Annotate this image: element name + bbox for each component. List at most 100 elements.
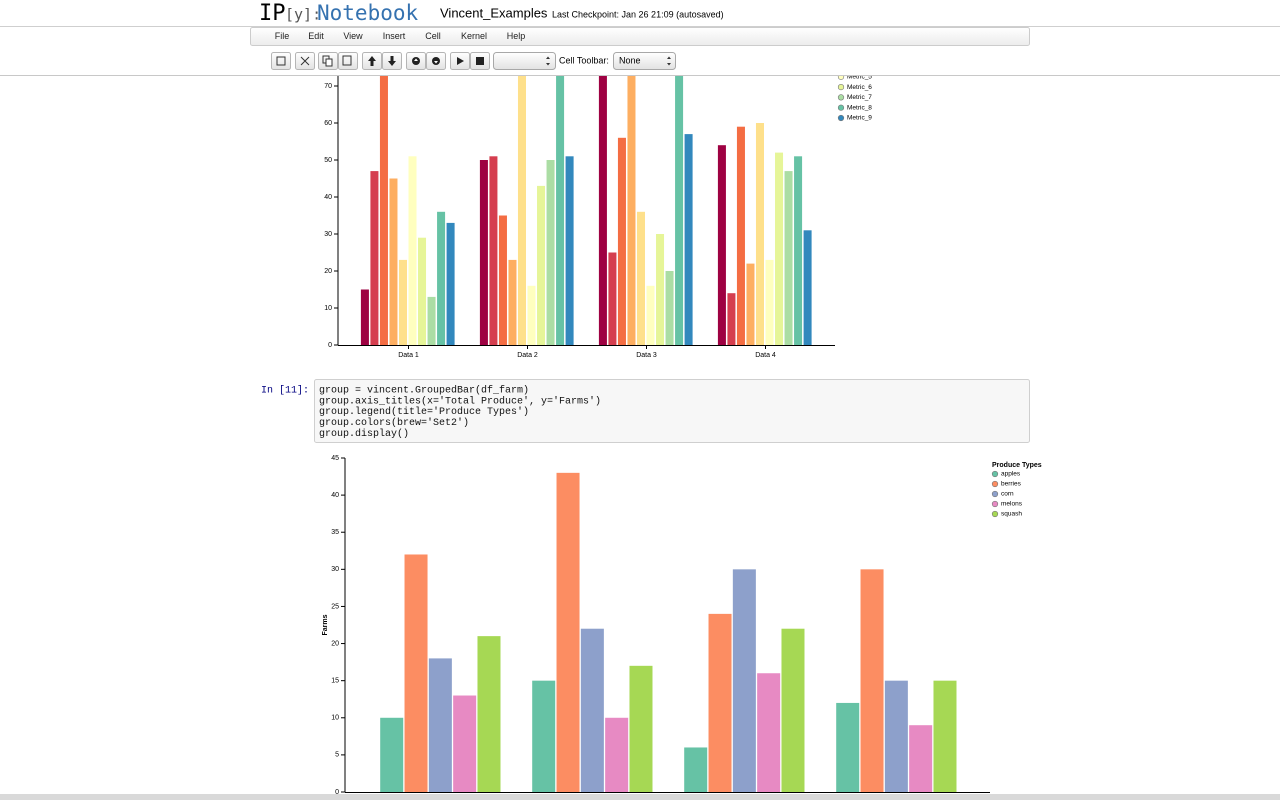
bar: [360, 289, 369, 345]
bar: [933, 680, 957, 792]
bar: [909, 725, 933, 792]
bar: [453, 695, 477, 792]
copy-icon: [325, 58, 333, 67]
code-line: group.axis_titles(x='Total Produce', y='…: [319, 395, 601, 407]
code-line: group.colors(brew='Set2'): [319, 417, 469, 429]
legend-label: Metric_5: [847, 74, 872, 81]
bar: [565, 156, 574, 345]
stop-icon: [476, 57, 484, 65]
header: IP [y]: Notebook Vincent_Examples Last C…: [0, 1, 1280, 27]
legend-label: Metric_9: [847, 115, 872, 122]
code-line: group = vincent.GroupedBar(df_farm): [319, 385, 529, 397]
chart: 0 10 20 30 40 50 60 70 Data 1 Data 2 Data 3 Data 4 M…: [324, 53, 872, 359]
bar: [477, 636, 501, 792]
cell-type-select[interactable]: [493, 52, 556, 70]
y-tick-label: 15: [331, 678, 339, 685]
y-tick-label: 0: [335, 789, 339, 796]
legend-swatch: [991, 490, 999, 498]
code-line: group.legend(title='Produce Types'): [319, 406, 529, 418]
cell-toolbar-label: Cell Toolbar:: [559, 55, 609, 65]
checkpoint: Last Checkpoint: Jan 26 21:09 (autosaved…: [552, 9, 724, 19]
paste-icon: [342, 55, 352, 66]
bar: [775, 152, 784, 345]
select-arrows: [546, 56, 550, 66]
insert-below-arrow: [434, 61, 438, 64]
save-button[interactable]: [271, 52, 291, 70]
notebook-name[interactable]: Vincent_Examples: [440, 5, 548, 20]
x-tick-label: Data 1: [398, 352, 419, 359]
run-icon: [457, 57, 464, 65]
bar: [408, 156, 417, 345]
toolbar: Cell Toolbar: None: [0, 52, 1280, 76]
y-axis-label: Farms: [322, 614, 329, 635]
bar: [479, 160, 488, 345]
legend-label: melons: [1001, 501, 1023, 508]
bar: [608, 252, 617, 345]
code-line: group.display(): [319, 428, 409, 440]
bar: [665, 271, 674, 345]
cell-prompt: In [11]:: [261, 385, 309, 397]
bar: [727, 293, 736, 345]
x-tick-label: Data 2: [517, 352, 538, 359]
logo-ip: IP: [259, 1, 286, 26]
bar: [765, 259, 774, 345]
bar: [517, 76, 526, 346]
bar: [736, 126, 745, 345]
bar: [732, 569, 756, 792]
legend-swatch: [991, 510, 999, 518]
legend-swatch: [837, 76, 845, 80]
bar: [636, 211, 645, 345]
bar: [836, 702, 860, 792]
y-tick-label: 70: [324, 83, 332, 90]
bar: [617, 137, 626, 345]
bar: [556, 472, 580, 792]
bar: [598, 76, 607, 346]
y-tick-label: 40: [331, 492, 339, 499]
legend-label: Metric_3: [847, 53, 872, 60]
y-tick-label: 40: [324, 194, 332, 201]
bar: [404, 554, 428, 792]
legend-label: apples: [1001, 471, 1021, 478]
menu-item[interactable]: Help: [507, 31, 526, 41]
legend-swatch: [991, 470, 999, 478]
legend-swatch: [837, 83, 845, 91]
bar: [537, 185, 546, 345]
menu-item[interactable]: Edit: [308, 31, 324, 41]
cell-toolbar-select[interactable]: [613, 52, 676, 70]
bar: [527, 285, 536, 345]
bar: [546, 160, 555, 345]
paste-button[interactable]: [338, 52, 358, 70]
legend-swatch: [991, 500, 999, 508]
legend-swatch: [837, 104, 845, 111]
bar: [656, 234, 665, 345]
insert-above-arrow: [414, 58, 418, 61]
bar: [746, 263, 755, 345]
bar: [508, 259, 517, 345]
bar: [784, 171, 793, 345]
bar: [389, 178, 398, 345]
select-arrows: [667, 56, 671, 66]
y-tick-label: 0: [328, 342, 332, 349]
legend-swatch: [837, 114, 845, 122]
bottom-bar: [0, 794, 1280, 800]
bar: [370, 171, 379, 345]
menu-item[interactable]: Insert: [383, 31, 406, 41]
menu-item[interactable]: Cell: [425, 31, 441, 41]
bar: [428, 658, 452, 792]
menu-item[interactable]: Kernel: [461, 31, 487, 41]
cell-toolbar-value: None: [619, 55, 641, 65]
code-input[interactable]: [314, 379, 1030, 443]
legend-swatch: [991, 480, 999, 488]
x-tick-label: Data 4: [755, 352, 776, 359]
menu-item[interactable]: View: [343, 31, 363, 41]
menu-item[interactable]: File: [275, 31, 290, 41]
bar: [446, 222, 455, 345]
bar: [556, 76, 565, 346]
bar: [781, 628, 805, 792]
legend-swatch: [838, 64, 844, 70]
bar: [498, 215, 507, 345]
bar: [860, 569, 884, 792]
bar: [580, 628, 604, 792]
save-icon: [276, 56, 286, 66]
bar: [794, 156, 803, 345]
